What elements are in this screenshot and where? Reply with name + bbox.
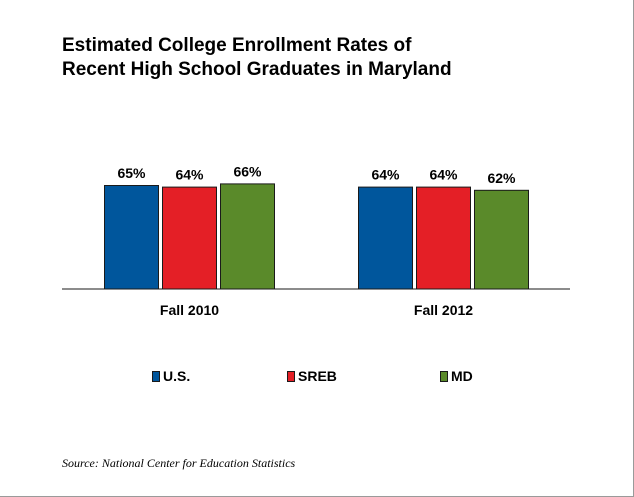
legend-swatch-sreb [287,370,295,382]
data-label-sreb-fall-2012: 64% [429,167,458,183]
legend-item-sreb: SREB [287,368,337,384]
chart-title: Estimated College Enrollment Rates of Re… [62,34,582,82]
data-label-md-fall-2012: 62% [487,170,516,186]
source-note: Source: National Center for Education St… [62,456,296,470]
legend-item-us: U.S. [152,368,190,384]
legend-swatch-md [440,370,448,382]
data-label-u-s-fall-2012: 64% [371,167,400,183]
category-label-fall-2010: Fall 2010 [160,302,219,318]
category-label-fall-2012: Fall 2012 [414,302,473,318]
chart-title-line-2: Recent High School Graduates in Maryland [62,59,452,80]
bar-u-s-fall-2012 [358,186,413,290]
bar-md-fall-2012 [474,189,529,290]
data-label-u-s-fall-2010: 65% [117,165,146,181]
chart-legend: U.S. SREB MD [0,368,634,388]
bar-u-s-fall-2010 [104,185,159,290]
chart-title-line-1: Estimated College Enrollment Rates of [62,35,412,56]
data-label-md-fall-2010: 66% [233,163,262,179]
legend-label-sreb: SREB [298,368,337,384]
data-label-sreb-fall-2010: 64% [175,167,204,183]
legend-label-md: MD [451,368,473,384]
legend-item-md: MD [440,368,473,384]
legend-swatch-us [152,370,160,382]
legend-label-us: U.S. [163,368,191,384]
bar-md-fall-2010 [220,183,275,290]
bar-sreb-fall-2010 [162,186,217,290]
bar-sreb-fall-2012 [416,186,471,290]
